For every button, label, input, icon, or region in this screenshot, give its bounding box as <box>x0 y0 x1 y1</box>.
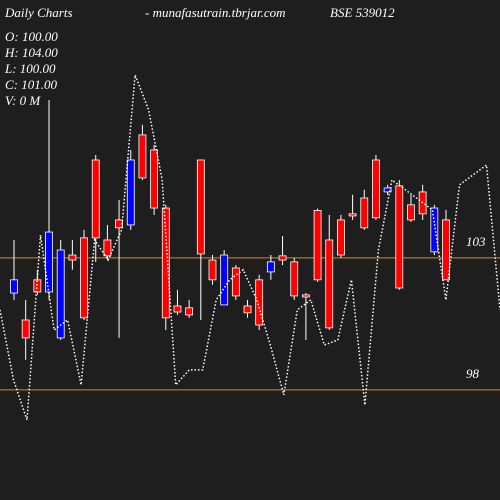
candle-body <box>290 261 299 297</box>
candle-body <box>325 239 334 329</box>
candle-body <box>442 219 450 281</box>
candle-body <box>360 197 369 229</box>
symbol: BSE 539012 <box>330 5 395 20</box>
info-line: O: 100.00 <box>5 29 58 44</box>
candle-body <box>430 207 439 253</box>
candle-body <box>255 279 264 326</box>
chart-subtitle: - munafasutrain.tbrjar.com <box>145 5 285 20</box>
candle-body <box>56 249 65 339</box>
candle-body <box>313 210 322 281</box>
candle-body <box>278 255 287 261</box>
candle-body <box>372 159 380 219</box>
candle-body <box>407 204 415 221</box>
y-tick-label: 103 <box>466 234 486 249</box>
candle-body <box>243 305 252 314</box>
candle-body <box>68 254 77 261</box>
dotted-line <box>0 74 500 421</box>
candle-body <box>161 207 170 319</box>
info-line: H: 104.00 <box>4 45 58 60</box>
plot-area <box>0 74 500 421</box>
candle-body <box>301 294 310 298</box>
candle-body <box>185 307 194 316</box>
candle-body <box>33 279 42 293</box>
grid: 98 103 <box>0 234 500 391</box>
chart-title: Daily Charts <box>4 5 73 20</box>
candle-body <box>91 159 100 239</box>
candle-body <box>231 267 240 297</box>
candle-body <box>196 159 205 255</box>
y-tick-label: 98 <box>466 366 480 381</box>
candle-body <box>337 219 345 256</box>
info-line: C: 101.00 <box>5 77 58 92</box>
candle-body <box>103 239 112 257</box>
candle-body <box>150 149 159 209</box>
candle-body <box>21 319 30 339</box>
candle-body <box>80 237 88 319</box>
info-line: V: 0 M <box>5 93 41 108</box>
ohlc-info: O: 100.00H: 104.00L: 100.00C: 101.00V: 0… <box>4 29 58 108</box>
candle-body <box>383 187 392 193</box>
candle-body <box>208 259 217 281</box>
candle-body <box>266 261 275 273</box>
info-line: L: 100.00 <box>4 61 56 76</box>
candle-body <box>126 159 135 226</box>
candle-body <box>138 134 147 179</box>
candle-body <box>220 254 229 306</box>
candle-body <box>45 231 53 293</box>
candle-body <box>10 279 18 294</box>
candle-body <box>348 213 357 217</box>
candle-body <box>395 185 404 289</box>
candle-body <box>173 305 182 313</box>
